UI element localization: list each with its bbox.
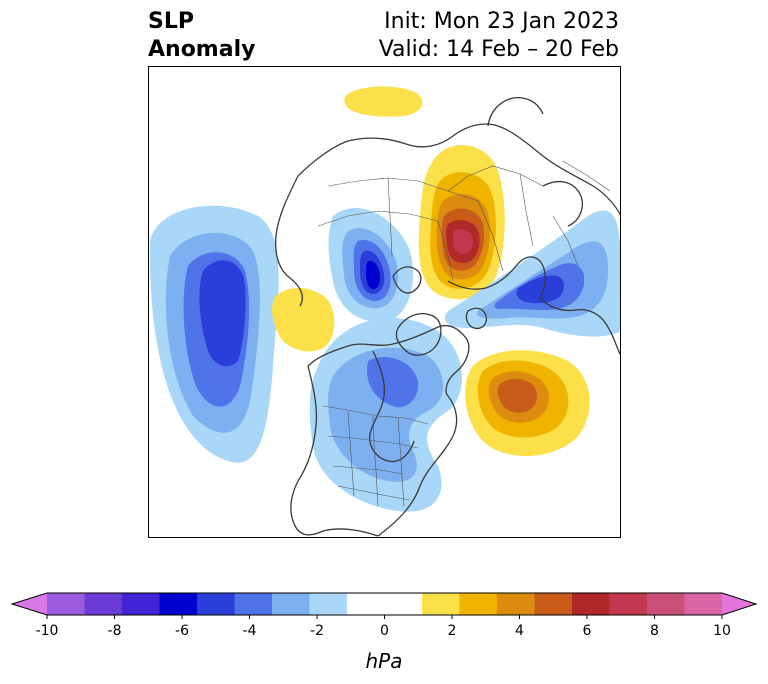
- colorbar-tick-label: -4: [243, 623, 257, 639]
- colorbar-tick-label: 6: [583, 623, 592, 639]
- colorbar-segment: [534, 593, 573, 615]
- colorbar-segment: [234, 593, 273, 615]
- colorbar-segment: [47, 593, 85, 615]
- colorbar-tick-label: -10: [36, 623, 59, 639]
- forecast-dates: Init: Mon 23 Jan 2023 Valid: 14 Feb – 20…: [379, 8, 619, 64]
- colorbar-segment: [197, 593, 235, 615]
- siberia-north-high: [344, 86, 423, 117]
- colorbar-segment: [609, 593, 648, 615]
- colorbar-tick-label: -6: [175, 623, 189, 639]
- chart-title: SLP Anomaly: [148, 8, 255, 64]
- colorbar-over-extension: [722, 593, 756, 615]
- colorbar-tick-label: 2: [448, 623, 457, 639]
- ural-siberia-high: [418, 144, 505, 300]
- coastlines: [274, 96, 621, 537]
- pacific-low: [149, 205, 279, 463]
- colorbar-tick-label: 4: [515, 623, 524, 639]
- north-atlantic-high: [465, 350, 590, 456]
- title-line-2: Anomaly: [148, 37, 256, 62]
- alaska-high: [272, 287, 335, 352]
- colorbar-tick-label: -2: [310, 623, 324, 639]
- colorbar-segments: [12, 593, 756, 615]
- colorbar-segment: [459, 593, 498, 615]
- colorbar-segment: [572, 593, 610, 615]
- colorbar-segment: [347, 593, 385, 615]
- colorbar-unit: hPa: [366, 649, 403, 673]
- title-line-1: SLP: [148, 9, 194, 34]
- colorbar-segment: [684, 593, 723, 615]
- east-asia-low: [444, 210, 621, 337]
- colorbar: -10 -8 -6 -4 -2 0 2 4 6 8 10 hPa: [10, 592, 758, 673]
- colorbar-segment: [159, 593, 198, 615]
- colorbar-segment: [497, 593, 535, 615]
- colorbar-segment: [384, 593, 423, 615]
- colorbar-segment: [272, 593, 310, 615]
- colorbar-tick-label: 10: [713, 623, 731, 639]
- colorbar-segment: [422, 593, 460, 615]
- colorbar-tick-label: 8: [650, 623, 659, 639]
- colorbar-under-extension: [12, 593, 47, 615]
- arctic-low: [328, 207, 414, 322]
- canada-low: [309, 317, 462, 512]
- colorbar-ticks: -10 -8 -6 -4 -2 0 2 4 6 8 10: [36, 615, 731, 639]
- colorbar-tick-label: 0: [380, 623, 389, 639]
- colorbar-segment: [122, 593, 160, 615]
- valid-range: Valid: 14 Feb – 20 Feb: [378, 37, 619, 62]
- init-date: Init: Mon 23 Jan 2023: [384, 9, 619, 34]
- colorbar-tick-label: -8: [108, 623, 122, 639]
- borders: [317, 160, 611, 507]
- colorbar-segment: [84, 593, 123, 615]
- slp-anomaly-map: [148, 66, 621, 538]
- colorbar-segment: [647, 593, 685, 615]
- colorbar-segment: [309, 593, 348, 615]
